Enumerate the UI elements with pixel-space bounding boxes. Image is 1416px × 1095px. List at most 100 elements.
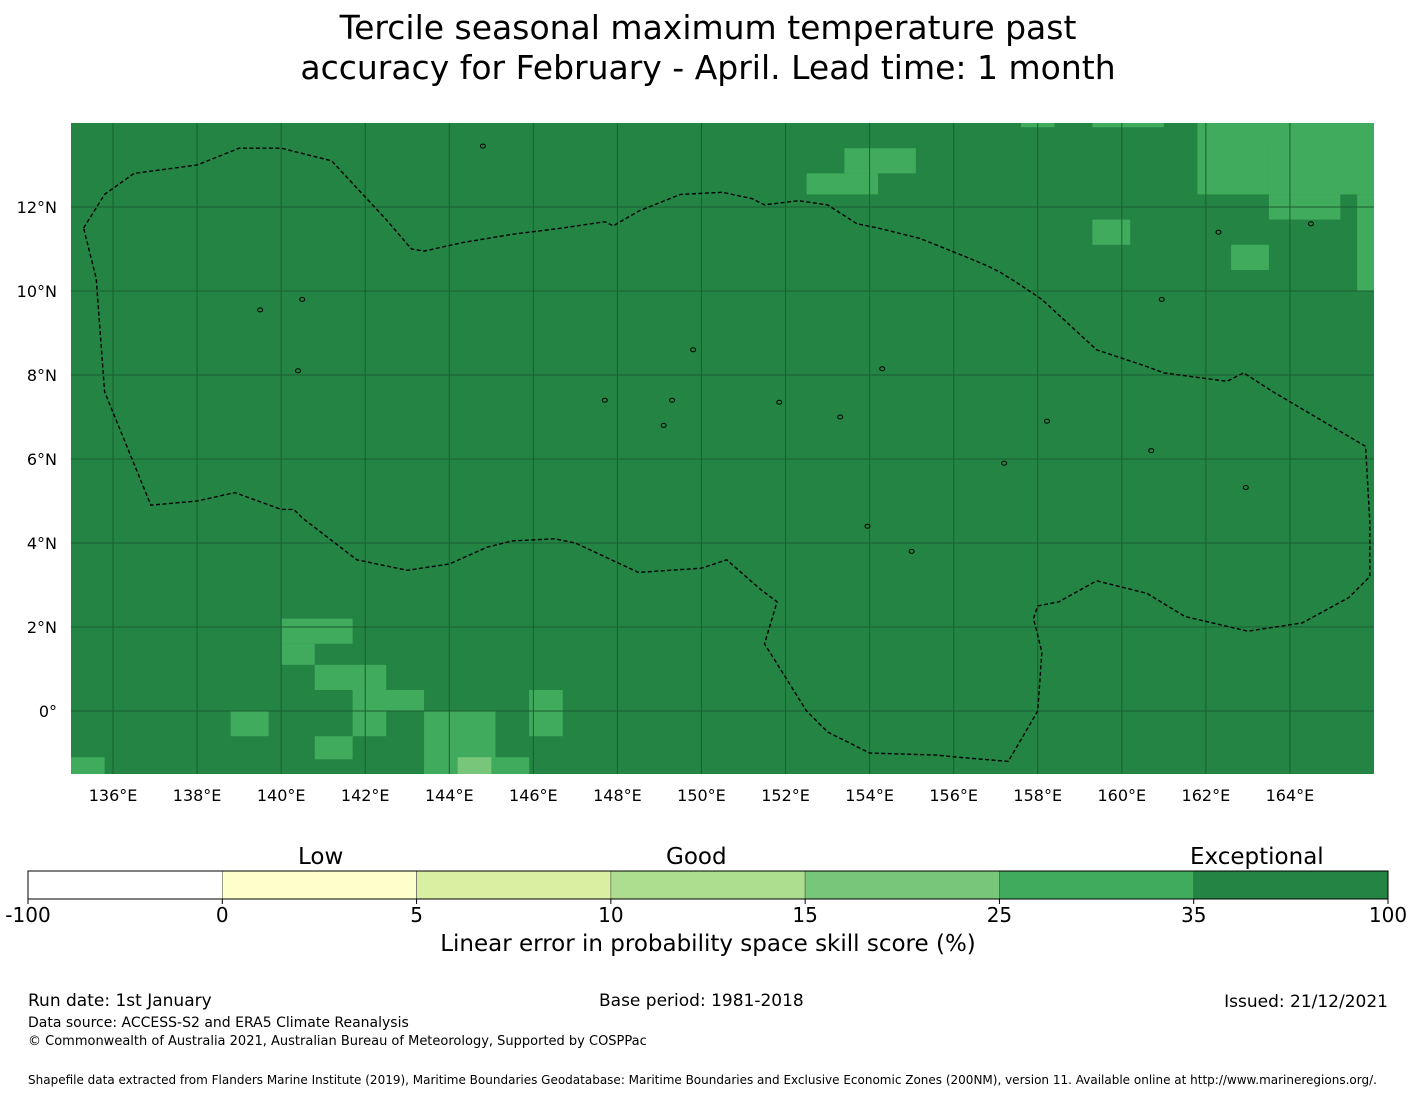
colorbar-segment bbox=[221, 870, 417, 900]
title-line-1: Tercile seasonal maximum temperature pas… bbox=[339, 8, 1077, 47]
colorbar-label: Linear error in probability space skill … bbox=[440, 931, 976, 957]
skill-cell bbox=[844, 148, 916, 174]
lat-label: 4°N bbox=[27, 534, 57, 553]
colorbar-frame bbox=[27, 870, 1389, 900]
island bbox=[479, 143, 486, 149]
longitude-labels: 136°E 138°E 140°E 142°E 144°E 146°E 148°E 150°E… bbox=[89, 786, 1315, 805]
colorbar-segment bbox=[27, 870, 223, 900]
colorbar-tick-label: 10 bbox=[598, 903, 624, 927]
lon-label: 152°E bbox=[761, 786, 810, 805]
skill-cell bbox=[281, 643, 315, 665]
colorbar-segment bbox=[999, 870, 1195, 900]
island bbox=[1215, 229, 1222, 235]
eez-boundary bbox=[82, 147, 1371, 763]
lon-label: 154°E bbox=[845, 786, 894, 805]
skill-cell bbox=[1092, 219, 1131, 245]
lat-label: 6°N bbox=[27, 450, 57, 469]
skill-cell bbox=[314, 736, 353, 760]
skill-cell bbox=[1197, 123, 1374, 144]
skill-cell bbox=[352, 711, 387, 737]
colorbar-segment bbox=[1193, 870, 1389, 900]
colorbar-segment bbox=[416, 870, 612, 900]
island bbox=[257, 307, 264, 313]
island bbox=[1242, 485, 1249, 491]
lon-label: 138°E bbox=[173, 786, 222, 805]
skill-cell bbox=[1268, 144, 1374, 195]
skill-cell bbox=[529, 690, 563, 737]
lon-label: 164°E bbox=[1266, 786, 1315, 805]
skill-cell bbox=[495, 757, 530, 774]
skill-cells bbox=[71, 123, 1374, 774]
lat-label: 2°N bbox=[27, 618, 57, 637]
skill-cell bbox=[806, 173, 879, 195]
lon-label: 162°E bbox=[1182, 786, 1231, 805]
island bbox=[908, 548, 915, 554]
island bbox=[1001, 460, 1008, 466]
lon-label: 156°E bbox=[929, 786, 978, 805]
island bbox=[1043, 418, 1050, 424]
island bbox=[660, 422, 667, 428]
colorbar bbox=[27, 870, 1389, 904]
colorbar-tick-label: 100 bbox=[1368, 903, 1408, 927]
colorbar-tick-label: -100 bbox=[5, 903, 51, 927]
lon-label: 158°E bbox=[1013, 786, 1062, 805]
island bbox=[601, 397, 608, 403]
island bbox=[1158, 296, 1165, 302]
title-line-2: accuracy for February - April. Lead time… bbox=[300, 48, 1116, 87]
lat-label: 10°N bbox=[17, 282, 57, 301]
colorbar-tick-label: 0 bbox=[215, 903, 229, 927]
skill-cell bbox=[314, 664, 387, 690]
lon-label: 148°E bbox=[593, 786, 642, 805]
island bbox=[776, 399, 783, 405]
colorbar-tick-label: 5 bbox=[410, 903, 423, 927]
skill-cell bbox=[1092, 123, 1164, 128]
colorbar-tick-label: 35 bbox=[1180, 903, 1207, 927]
latitude-labels: 12°N 10°N 8°N 6°N 4°N 2°N 0° bbox=[17, 198, 57, 721]
island bbox=[879, 366, 886, 372]
skill-cell bbox=[71, 757, 105, 774]
category-low: Low bbox=[298, 844, 344, 870]
run-date: Run date: 1st January bbox=[28, 991, 212, 1011]
map-background bbox=[71, 123, 1374, 774]
lat-label: 0° bbox=[39, 702, 57, 721]
skill-cell bbox=[1357, 194, 1374, 291]
island bbox=[1307, 221, 1314, 227]
island bbox=[690, 347, 697, 353]
skill-cell bbox=[281, 618, 353, 644]
colorbar-tick-label: 25 bbox=[986, 903, 1013, 927]
skill-cell bbox=[457, 757, 492, 774]
lon-label: 142°E bbox=[341, 786, 390, 805]
island bbox=[299, 296, 306, 302]
data-source: Data source: ACCESS-S2 and ERA5 Climate … bbox=[28, 1015, 409, 1031]
lon-label: 140°E bbox=[257, 786, 306, 805]
colorbar-tick-label: 15 bbox=[792, 903, 818, 927]
lon-label: 136°E bbox=[89, 786, 138, 805]
skill-cell bbox=[1231, 244, 1269, 270]
island bbox=[1148, 448, 1155, 454]
coastlines bbox=[257, 143, 1314, 554]
skill-cell bbox=[1197, 144, 1269, 195]
island bbox=[864, 523, 871, 529]
category-good: Good bbox=[666, 844, 727, 870]
island bbox=[837, 414, 844, 420]
chart-title: Tercile seasonal maximum temperature pas… bbox=[0, 8, 1416, 88]
lon-label: 146°E bbox=[509, 786, 558, 805]
copyright: © Commonwealth of Australia 2021, Austra… bbox=[28, 1034, 647, 1049]
shapefile-credit: Shapefile data extracted from Flanders M… bbox=[28, 1073, 1377, 1087]
lat-label: 8°N bbox=[27, 366, 57, 385]
lat-label: 12°N bbox=[17, 198, 57, 217]
graticule bbox=[71, 123, 1374, 774]
lon-label: 144°E bbox=[425, 786, 474, 805]
skill-cell bbox=[230, 711, 269, 737]
category-exceptional: Exceptional bbox=[1190, 844, 1324, 870]
lon-label: 150°E bbox=[677, 786, 726, 805]
skill-cell bbox=[352, 690, 425, 711]
issued-date: Issued: 21/12/2021 bbox=[1224, 992, 1388, 1012]
island bbox=[669, 397, 676, 403]
island bbox=[294, 368, 301, 374]
lon-label: 160°E bbox=[1097, 786, 1146, 805]
base-period: Base period: 1981-2018 bbox=[599, 991, 804, 1011]
colorbar-segment bbox=[804, 870, 1000, 900]
colorbar-segment bbox=[610, 870, 806, 900]
